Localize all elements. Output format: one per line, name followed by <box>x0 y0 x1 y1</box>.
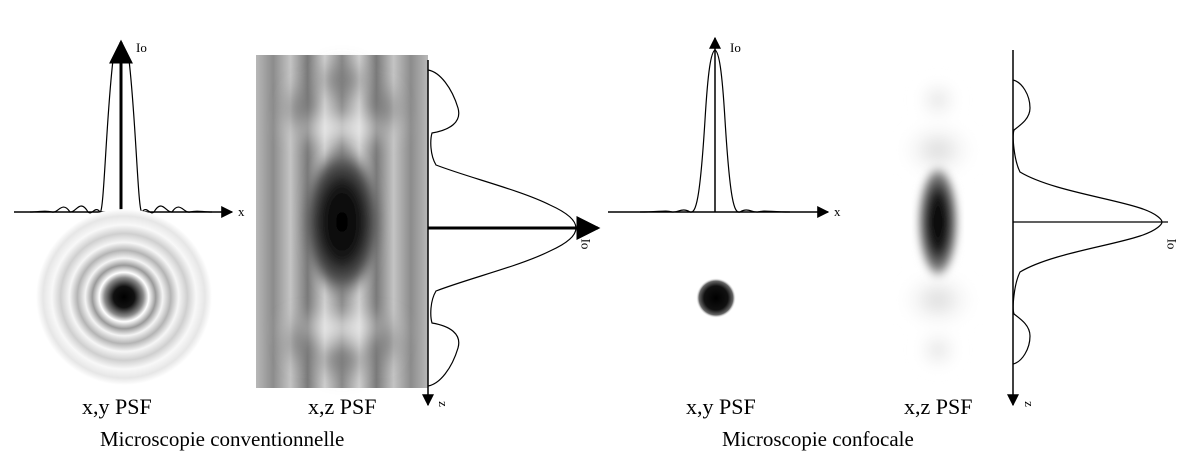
conventional-xy-profile <box>14 39 234 218</box>
confocal-xy-curve <box>639 49 791 213</box>
conventional-xy-x-label: x <box>238 204 245 219</box>
confocal-xy-psf-image <box>696 278 736 318</box>
conventional-z-profile <box>422 60 601 407</box>
conventional-z-curve <box>427 69 577 387</box>
confocal-caption: Microscopie confocale <box>722 427 914 451</box>
xz-central-lobe <box>300 144 384 300</box>
confocal-xy-i0-label: Io <box>730 40 741 55</box>
confocal-z-i0-label: Io <box>1164 238 1180 250</box>
confocal-xz-psf-label: x,z PSF <box>904 394 973 419</box>
confocal-xy-x-label: x <box>834 204 841 219</box>
conventional-xy-psf-image <box>36 209 212 386</box>
confocal-z-label: z <box>1021 401 1037 407</box>
conventional-z-i0-label: Io <box>578 238 594 250</box>
confocal-xz-psf-image <box>898 80 978 370</box>
conventional-xy-psf-label: x,y PSF <box>82 394 152 419</box>
conventional-xy-curve <box>29 47 213 214</box>
confocal-xy-psf-label: x,y PSF <box>686 394 756 419</box>
conventional-z-label: z <box>435 401 451 407</box>
confocal-xz-central-lobe <box>916 162 960 282</box>
confocal-z-curve <box>1012 79 1163 365</box>
confocal-z-profile <box>1007 50 1168 407</box>
conventional-xz-psf-image <box>256 55 428 388</box>
conventional-xy-i0-label: Io <box>136 40 147 55</box>
confocal-xy-profile <box>608 36 830 218</box>
airy-ring-pattern <box>36 209 212 385</box>
conventional-xz-psf-label: x,z PSF <box>308 394 377 419</box>
conventional-caption: Microscopie conventionnelle <box>100 427 345 451</box>
